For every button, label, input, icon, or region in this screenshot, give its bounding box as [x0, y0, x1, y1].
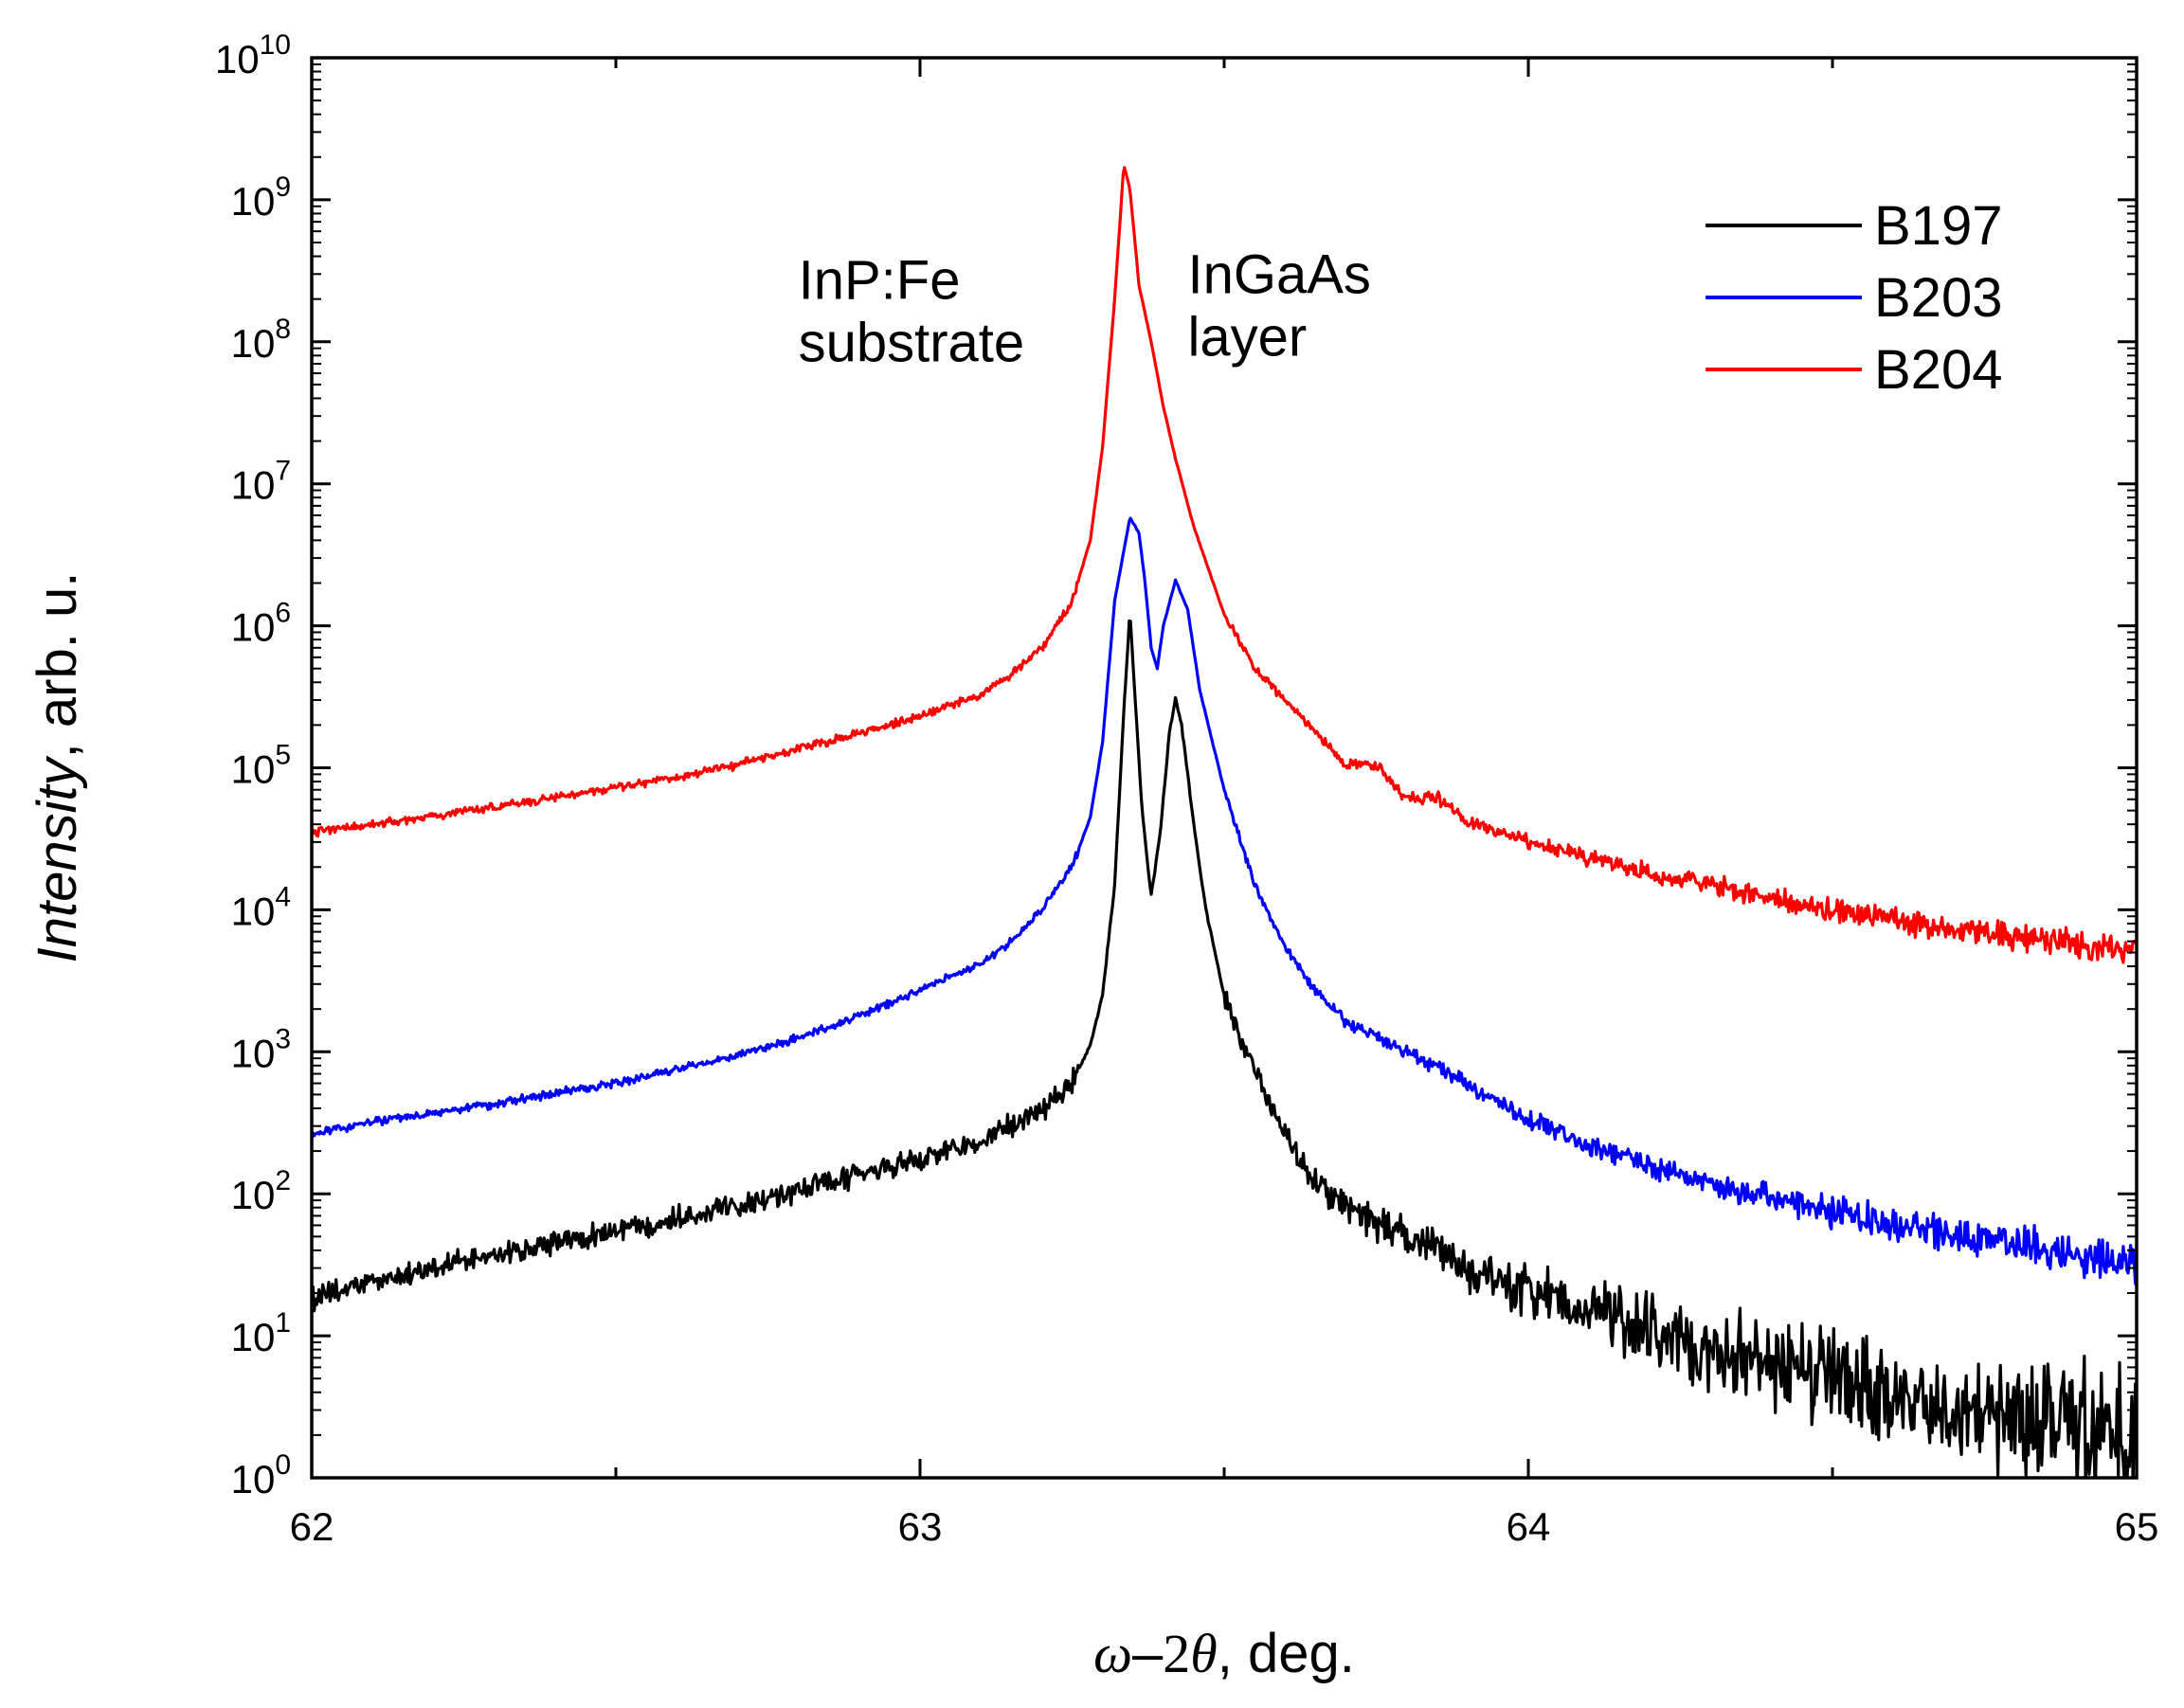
y-tick-label: 109: [231, 171, 291, 224]
y-tick-label-base: 10: [231, 1031, 276, 1075]
legend-label-b197: B197: [1874, 195, 2002, 257]
y-axis-label: Intensity, arb. u.: [27, 572, 88, 963]
annotation-line: substrate: [799, 313, 1025, 374]
series-line-b197: [312, 619, 2137, 1478]
x-tick-label: 62: [290, 1504, 334, 1549]
y-tick-label-exponent: 0: [275, 1449, 291, 1481]
y-tick-label-base: 10: [231, 889, 276, 933]
y-tick-label: 103: [231, 1023, 291, 1075]
y-tick-label: 106: [231, 598, 291, 650]
y-tick-label-exponent: 6: [275, 598, 291, 629]
y-tick-label-base: 10: [215, 37, 260, 81]
curves-layer: [312, 166, 2137, 1478]
y-tick-label-base: 10: [231, 179, 276, 224]
x-tick-label: 64: [1507, 1504, 1551, 1549]
y-tick-label: 105: [231, 740, 291, 792]
y-axis-label-suffix: , arb. u.: [27, 572, 88, 759]
y-tick-label-exponent: 1: [275, 1307, 291, 1339]
legend-label-b204: B204: [1874, 339, 2002, 401]
y-tick-label: 1010: [215, 29, 291, 81]
y-tick-label: 104: [231, 881, 291, 933]
y-tick-label-exponent: 5: [275, 740, 291, 771]
x-tick-label: 63: [898, 1504, 943, 1549]
y-tick-label-exponent: 8: [275, 314, 291, 345]
y-tick-label-exponent: 7: [275, 456, 291, 487]
x-axis-label-theta: θ: [1190, 1623, 1218, 1684]
y-tick-label-base: 10: [231, 1457, 276, 1501]
legend: B197 B203 B204: [1706, 195, 2002, 401]
annotations: InP:Fe substrate InGaAs layer: [799, 243, 1371, 373]
y-tick-label-base: 10: [231, 321, 276, 366]
y-tick-label-exponent: 3: [275, 1023, 291, 1054]
y-tick-label: 107: [231, 456, 291, 508]
y-tick-label-base: 10: [231, 747, 276, 792]
annotation-1: InGaAs layer: [1187, 243, 1370, 368]
y-tick-label-exponent: 10: [260, 29, 291, 61]
x-axis: 62 63 64 65: [290, 58, 2159, 1549]
y-tick-label: 100: [231, 1449, 291, 1501]
y-tick-label-base: 10: [231, 463, 276, 508]
y-tick-label-exponent: 4: [275, 881, 291, 912]
y-tick-label: 102: [231, 1165, 291, 1217]
y-tick-label: 101: [231, 1307, 291, 1359]
x-axis-label-dash: –: [1132, 1623, 1164, 1684]
series-line-b204: [312, 166, 2137, 964]
x-axis-label-two: 2: [1163, 1623, 1190, 1684]
x-axis-label-omega: ω: [1093, 1623, 1132, 1684]
annotation-line: InP:Fe: [799, 250, 961, 312]
y-tick-label-base: 10: [231, 1173, 276, 1217]
annotation-line: layer: [1187, 306, 1307, 368]
series-line-b203: [312, 516, 2137, 1285]
y-tick-label-exponent: 2: [275, 1165, 291, 1196]
y-tick-label-base: 10: [231, 605, 276, 650]
x-tick-label: 65: [2115, 1504, 2159, 1549]
y-tick-label-exponent: 9: [275, 171, 291, 203]
annotation-line: InGaAs: [1187, 243, 1370, 305]
y-tick-label: 108: [231, 314, 291, 366]
x-axis-label: ω–2θ, deg.: [1093, 1623, 1355, 1684]
x-axis-label-suffix: , deg.: [1218, 1623, 1355, 1684]
y-axis-label-italic: Intensity: [27, 755, 88, 962]
annotation-0: InP:Fe substrate: [799, 250, 1025, 374]
legend-label-b203: B203: [1874, 267, 2002, 329]
y-tick-label-base: 10: [231, 1315, 276, 1359]
